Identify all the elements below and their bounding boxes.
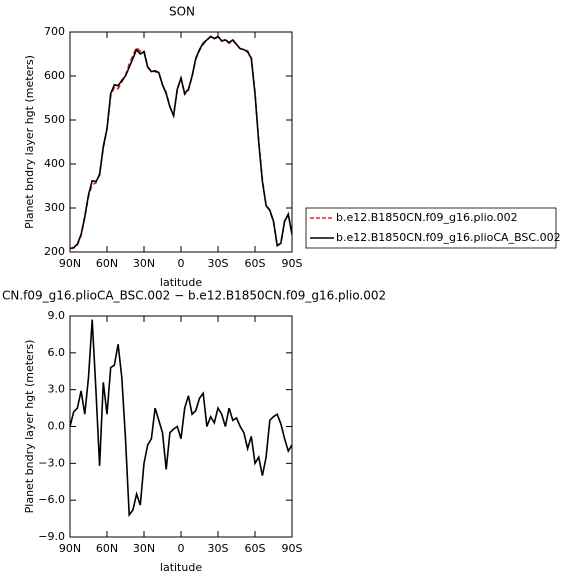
x-axis-label: latitude bbox=[160, 276, 202, 289]
legend-box bbox=[305, 207, 557, 249]
y-tick-label: 200 bbox=[44, 245, 65, 258]
x-tick-label: 60S bbox=[245, 257, 266, 270]
y-tick-label: 3.0 bbox=[48, 383, 66, 396]
x-tick-label: 30N bbox=[133, 542, 155, 555]
y-tick-label: −6.0 bbox=[38, 493, 65, 506]
y-tick-label: 9.0 bbox=[48, 309, 66, 322]
x-tick-label: 60N bbox=[96, 542, 118, 555]
plot-frame bbox=[69, 31, 293, 253]
y-tick-label: −3.0 bbox=[38, 456, 65, 469]
chart-title: SON bbox=[169, 5, 195, 19]
y-tick-label: 300 bbox=[44, 201, 65, 214]
x-tick-label: 0 bbox=[178, 257, 185, 270]
x-tick-label: 90S bbox=[282, 257, 303, 270]
y-axis-label: Planet bndry layer hgt (meters) bbox=[23, 55, 36, 229]
x-tick-label: 90S bbox=[282, 542, 303, 555]
plot-frame bbox=[69, 315, 293, 538]
x-tick-label: 60N bbox=[96, 257, 118, 270]
y-tick-label: 600 bbox=[44, 69, 65, 82]
data-line bbox=[69, 35, 293, 250]
data-line bbox=[69, 319, 293, 518]
x-tick-label: 0 bbox=[178, 542, 185, 555]
y-tick-label: 700 bbox=[44, 25, 65, 38]
x-tick-label: 90N bbox=[59, 257, 81, 270]
y-tick-label: 400 bbox=[44, 157, 65, 170]
y-axis-label: Planet bndry layer hgt (meters) bbox=[23, 340, 36, 514]
y-tick-label: 6.0 bbox=[48, 346, 66, 359]
y-tick-label: 0.0 bbox=[48, 420, 66, 433]
legend-label: b.e12.B1850CN.f09_g16.plio.002 bbox=[336, 211, 518, 224]
x-tick-label: 30S bbox=[208, 257, 229, 270]
y-tick-label: 500 bbox=[44, 113, 65, 126]
y-tick-label: −9.0 bbox=[38, 530, 65, 543]
x-tick-label: 60S bbox=[245, 542, 266, 555]
x-tick-label: 30N bbox=[133, 257, 155, 270]
x-tick-label: 30S bbox=[208, 542, 229, 555]
x-tick-label: 90N bbox=[59, 542, 81, 555]
x-axis-label: latitude bbox=[160, 561, 202, 574]
chart-title: CN.f09_g16.plioCA_BSC.002 − b.e12.B1850C… bbox=[2, 289, 386, 303]
legend-label: b.e12.B1850CN.f09_g16.plioCA_BSC.002 bbox=[336, 231, 561, 244]
